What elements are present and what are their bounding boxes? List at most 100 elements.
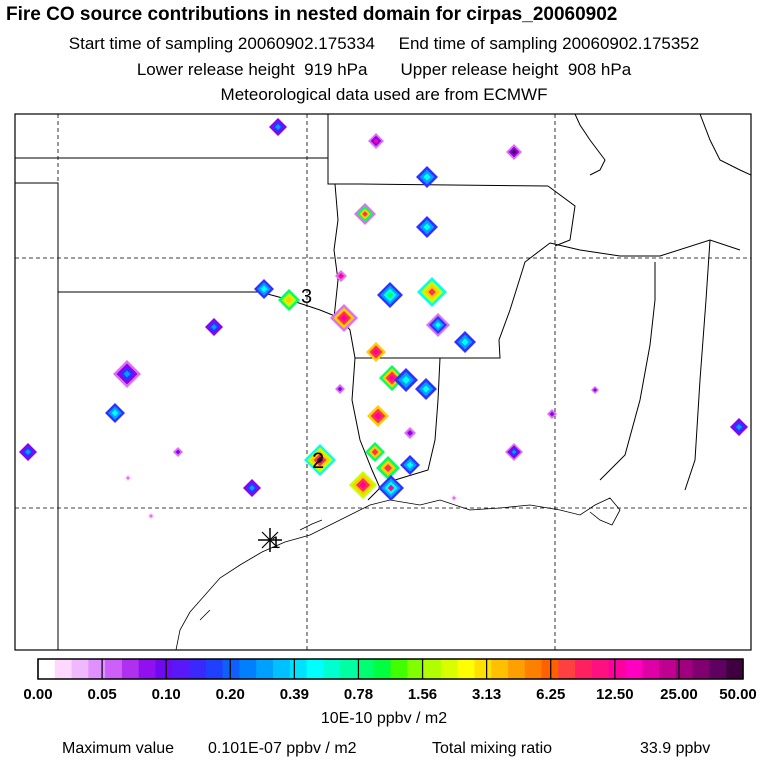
colorbar-cell <box>205 659 224 679</box>
colorbar-cell <box>172 659 190 679</box>
colorbar-cell <box>71 659 89 679</box>
colorbar-cell <box>407 659 425 679</box>
fire-cell <box>211 324 217 330</box>
fire-cell <box>549 411 555 417</box>
fire-cell <box>428 288 436 296</box>
colorbar-tick-label: 0.78 <box>343 686 374 703</box>
colorbar-cell <box>726 659 744 679</box>
upper-release-label: Upper release height <box>400 60 559 79</box>
max-value: 0.101E-07 ppbv / m2 <box>208 740 357 757</box>
fire-cell <box>461 338 469 346</box>
colorbar-cell <box>121 659 140 679</box>
colorbar-cell <box>88 659 106 679</box>
marker-1: 1 <box>258 528 282 552</box>
colorbar-units: 10E-10 ppbv / m2 <box>320 710 448 727</box>
colorbar-cell <box>558 659 576 679</box>
fire-cell <box>149 514 153 518</box>
colorbar-cell <box>692 659 711 679</box>
coastline <box>175 497 621 650</box>
marker-1-label: 1 <box>271 533 280 552</box>
colorbar-cell <box>608 659 627 679</box>
fire-contribution-field <box>19 118 748 520</box>
colorbar-cell <box>424 659 442 679</box>
colorbar-tick-label: 0.20 <box>215 686 245 703</box>
total-mixing-value: 33.9 ppbv <box>640 740 711 757</box>
lower-release-label: Lower release height <box>136 60 295 79</box>
colorbar-cell <box>625 659 643 679</box>
colorbar-cell <box>306 659 324 679</box>
fire-cell <box>371 448 379 456</box>
marker-3-label: 3 <box>301 286 312 308</box>
colorbar-tick-label: 0.39 <box>279 686 309 703</box>
fire-cell <box>374 412 382 420</box>
fire-cell <box>111 409 119 417</box>
fire-cell <box>388 374 396 382</box>
fire-cell <box>423 223 431 231</box>
fire-cell <box>126 476 130 480</box>
end-time-value: 20060902.175352 <box>562 34 700 53</box>
release-heights: Lower release height 919 hPa Upper relea… <box>0 60 768 80</box>
colorbar-cell <box>474 659 492 679</box>
colorbar-cell <box>642 659 660 679</box>
fire-cell <box>25 449 31 455</box>
fire-cell <box>386 291 394 299</box>
colorbar-cell <box>709 659 727 679</box>
colorbar-cell <box>289 659 308 679</box>
colorbar-cell <box>491 659 509 679</box>
fire-cell <box>275 124 281 130</box>
met-data-note: Meteorological data used are from ECMWF <box>220 85 548 104</box>
colorbar-cell <box>340 659 358 679</box>
end-time-label: End time of sampling <box>398 34 558 53</box>
colorbar-cell <box>155 659 173 679</box>
fire-cell <box>402 376 410 384</box>
fire-cell <box>387 484 395 492</box>
colorbar-cell <box>323 659 341 679</box>
colorbar-tick-label: 0.10 <box>151 686 181 703</box>
colorbar-cell <box>239 659 257 679</box>
colorbar-cell <box>138 659 157 679</box>
fire-cell <box>452 496 456 500</box>
colorbar-cell <box>591 659 610 679</box>
map-title: Fire CO source contributions in nested d… <box>6 4 618 25</box>
marker-2-label: 2 <box>312 448 324 473</box>
colorbar-tick-label: 0.00 <box>23 686 53 703</box>
colorbar-cell <box>390 659 408 679</box>
fire-cell <box>340 314 348 322</box>
colorbar-cell <box>54 659 73 679</box>
colorbar-cell <box>356 659 375 679</box>
colorbar-tick-label: 25.00 <box>660 686 698 703</box>
state-borders <box>15 114 751 650</box>
start-time-label: Start time of sampling <box>68 34 234 53</box>
colorbar-cell <box>189 659 207 679</box>
fire-cell <box>593 388 597 392</box>
fire-cell <box>372 348 380 356</box>
colorbar-tick-label: 3.13 <box>472 686 502 703</box>
fire-cell <box>435 322 441 328</box>
fire-cell <box>422 385 430 393</box>
fire-cell <box>249 485 255 491</box>
colorbar-cell <box>524 659 543 679</box>
colorbar-cell <box>457 659 476 679</box>
colorbar-cell <box>440 659 459 679</box>
sampling-times: Start time of sampling 20060902.175334 E… <box>0 34 768 54</box>
fire-cell <box>260 285 268 293</box>
lat-lon-grid <box>15 114 751 650</box>
fire-cell <box>511 449 517 455</box>
fire-cell <box>511 149 517 155</box>
colorbar-cell <box>675 659 694 679</box>
colorbar-cell <box>38 659 56 679</box>
colorbar-tick-label: 1.56 <box>407 686 438 703</box>
fire-cell <box>406 461 414 469</box>
colorbar-tick-label: 50.00 <box>719 686 757 703</box>
colorbar-cell <box>508 659 526 679</box>
colorbar-cell <box>222 659 241 679</box>
fire-cell <box>373 138 379 144</box>
colorbar <box>37 658 744 680</box>
fire-cell <box>736 424 742 430</box>
fire-cell <box>338 273 344 279</box>
fire-cell <box>337 386 343 392</box>
colorbar-cell <box>575 659 593 679</box>
colorbar-cell <box>256 659 274 679</box>
colorbar-cell <box>105 659 123 679</box>
